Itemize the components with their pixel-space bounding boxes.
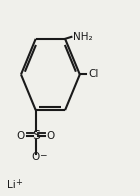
Text: +: + [15,178,22,187]
Text: −: − [39,150,46,159]
Text: O: O [32,152,40,162]
Text: Li: Li [7,180,16,190]
Text: Cl: Cl [88,69,99,80]
Text: O: O [47,131,55,141]
Text: NH₂: NH₂ [74,32,93,42]
Text: S: S [32,129,40,142]
Text: O: O [17,131,25,141]
